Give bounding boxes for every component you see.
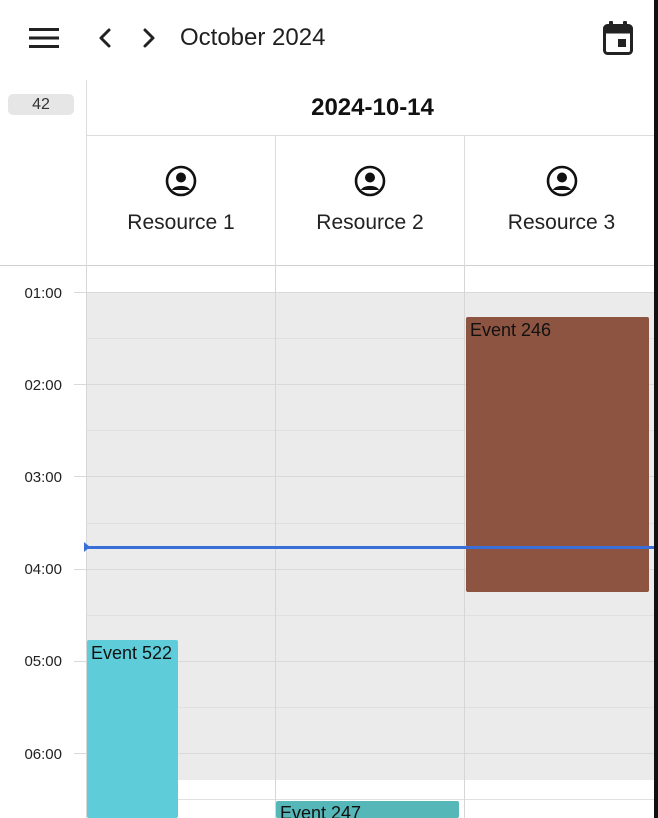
account-circle-icon: [354, 165, 386, 197]
account-circle-icon: [165, 165, 197, 197]
hour-line: [86, 292, 658, 293]
toolbar: October 2024: [0, 0, 658, 80]
current-time-indicator: [86, 546, 658, 549]
resource-header-row: Resource 1 Resource 2 Resource 3: [86, 136, 658, 266]
time-tick: [74, 384, 86, 385]
event-block[interactable]: Event 522: [87, 640, 178, 818]
time-label: 01:00: [24, 285, 62, 302]
week-number-badge: 42: [8, 94, 74, 115]
chevron-left-icon: [99, 28, 111, 48]
half-hour-line: [86, 523, 658, 524]
resource-label-2: Resource 2: [316, 211, 424, 234]
hour-line: [86, 661, 658, 662]
event-block[interactable]: Event 247: [276, 801, 459, 818]
half-hour-line: [86, 799, 658, 800]
event-title: Event 522: [91, 643, 173, 663]
column-divider: [464, 266, 465, 818]
time-tick: [74, 569, 86, 570]
chevron-right-icon: [143, 28, 155, 48]
date-header: 2024-10-14: [86, 80, 658, 136]
hour-line: [86, 569, 658, 570]
month-title[interactable]: October 2024: [180, 24, 326, 51]
time-label: 06:00: [24, 746, 62, 763]
window-edge: [654, 0, 658, 818]
half-hour-line: [86, 338, 658, 339]
current-time-marker: [84, 542, 90, 552]
menu-icon: [29, 28, 59, 48]
time-label: 04:00: [24, 561, 62, 578]
resource-header-1: Resource 1: [86, 136, 275, 266]
event-title: Event 247: [280, 803, 362, 818]
previous-button[interactable]: [88, 20, 122, 56]
time-tick: [74, 292, 86, 293]
time-tick: [74, 476, 86, 477]
calendar-today-icon: [603, 21, 633, 55]
half-hour-line: [86, 707, 658, 708]
resource-header-2: Resource 2: [275, 136, 464, 266]
resource-label-3: Resource 3: [507, 211, 616, 234]
next-button[interactable]: [132, 20, 166, 56]
half-hour-line: [86, 430, 658, 431]
date-header-label: 2024-10-14: [311, 93, 434, 121]
time-tick: [74, 661, 86, 662]
time-label: 03:00: [24, 469, 62, 486]
today-button[interactable]: [596, 16, 640, 60]
hour-line: [86, 384, 658, 385]
column-divider: [275, 266, 276, 818]
half-hour-line: [86, 615, 658, 616]
menu-button[interactable]: [24, 20, 64, 56]
event-title: Event 246: [470, 320, 552, 340]
resource-label-1: Resource 1: [127, 211, 235, 234]
header-divider: [0, 265, 86, 266]
time-grid[interactable]: Event 246 Event 522 Event 247: [86, 266, 658, 818]
time-tick: [74, 753, 86, 754]
account-circle-icon: [546, 165, 577, 197]
hour-line: [86, 476, 658, 477]
hour-line: [86, 753, 658, 754]
event-block[interactable]: Event 246: [466, 317, 649, 592]
resource-header-3: Resource 3: [464, 136, 658, 266]
time-label: 02:00: [24, 377, 62, 394]
time-label: 05:00: [24, 653, 62, 670]
